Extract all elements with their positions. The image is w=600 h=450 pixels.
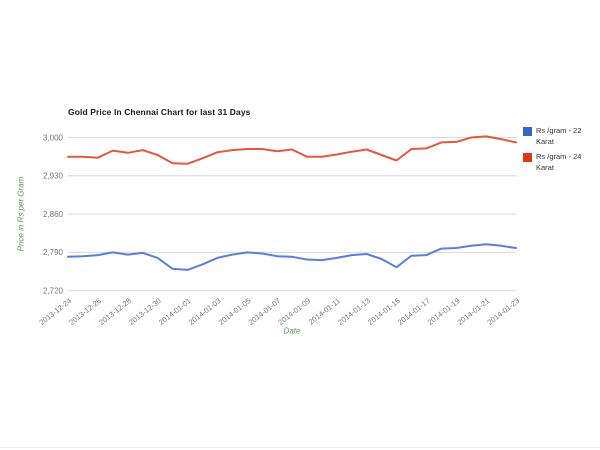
x-axis-title: Date bbox=[283, 326, 301, 336]
legend-swatch-24-karat bbox=[523, 153, 532, 162]
x-tick-label-2013-12-28: 2013-12-28 bbox=[97, 296, 133, 327]
chart-title: Gold Price In Chennai Chart for last 31 … bbox=[68, 107, 251, 117]
x-tick-label-2013-12-26: 2013-12-26 bbox=[67, 296, 103, 327]
y-tick-label-2790: 2,790 bbox=[43, 248, 64, 257]
x-tick-label-2014-01-21: 2014-01-21 bbox=[456, 296, 492, 327]
x-tick-label-2014-01-23: 2014-01-23 bbox=[485, 296, 521, 327]
series-line-24-karat bbox=[67, 135, 517, 165]
x-tick-label-2014-01-09: 2014-01-09 bbox=[276, 296, 312, 327]
legend-swatch-22-karat bbox=[523, 127, 532, 136]
y-tick-label-2720: 2,720 bbox=[43, 287, 64, 296]
x-tick-label-2013-12-24: 2013-12-24 bbox=[37, 296, 73, 327]
series-line-22-karat bbox=[67, 243, 517, 271]
legend-item-24-karat: Rs /gram - 24 Karat bbox=[523, 152, 588, 173]
x-tick-label-2014-01-13: 2014-01-13 bbox=[336, 296, 372, 327]
x-tick-label-2014-01-17: 2014-01-17 bbox=[396, 296, 432, 327]
x-tick-label-2014-01-01: 2014-01-01 bbox=[157, 296, 193, 327]
y-tick-label-2930: 2,930 bbox=[43, 172, 64, 181]
x-tick-label-2014-01-07: 2014-01-07 bbox=[247, 296, 283, 327]
legend-label-24-karat: Rs /gram - 24 Karat bbox=[536, 152, 582, 172]
y-tick-label-3000: 3,000 bbox=[43, 133, 64, 142]
x-tick-label-2013-12-30: 2013-12-30 bbox=[127, 296, 163, 327]
y-axis-title: Price in Rs per Gram bbox=[16, 176, 26, 252]
page-bottom-edge bbox=[0, 447, 600, 448]
y-tick-label-2860: 2,860 bbox=[43, 210, 64, 219]
x-tick-label-2014-01-05: 2014-01-05 bbox=[217, 296, 253, 327]
x-tick-label-2014-01-03: 2014-01-03 bbox=[187, 296, 223, 327]
x-tick-label-2014-01-15: 2014-01-15 bbox=[366, 296, 402, 327]
chart-legend: Rs /gram - 22 Karat Rs /gram - 24 Karat bbox=[523, 126, 588, 173]
x-tick-label-2014-01-19: 2014-01-19 bbox=[426, 296, 462, 327]
legend-item-22-karat: Rs /gram - 22 Karat bbox=[523, 126, 588, 147]
legend-label-22-karat: Rs /gram - 22 Karat bbox=[536, 126, 582, 146]
